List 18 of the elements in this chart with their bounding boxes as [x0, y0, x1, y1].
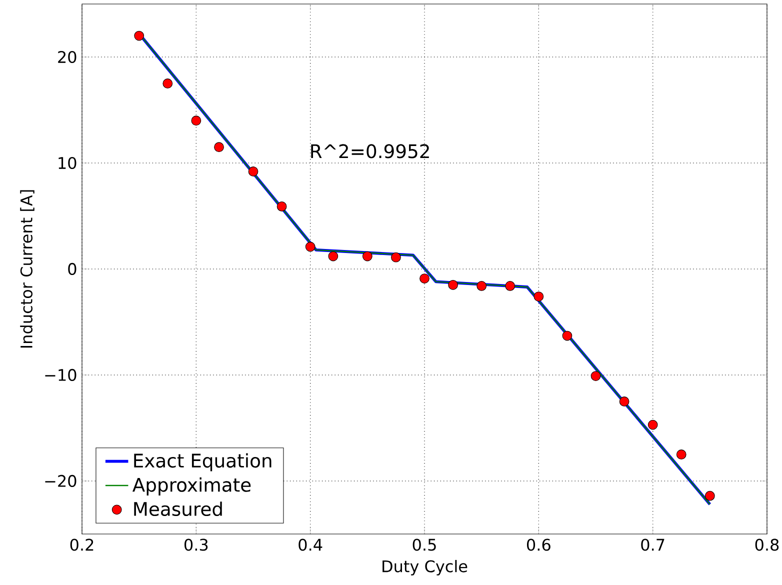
legend-label: Approximate: [132, 477, 251, 496]
y-tick-label: 20: [58, 50, 76, 64]
x-tick-label: 0.5: [412, 538, 436, 551]
y-tick-label: −20: [45, 474, 76, 488]
x-tick-label: 0.7: [641, 538, 664, 551]
x-tick-label: 0.8: [755, 538, 779, 551]
legend-label: Exact Equation: [134, 453, 272, 472]
y-axis-title: Inductor Current [A]: [20, 190, 34, 348]
annotation: R^2=0.9952: [311, 144, 429, 158]
y-tick-label: −10: [45, 368, 76, 382]
y-tick-label: 10: [58, 156, 76, 170]
x-tick-label: 0.6: [526, 538, 550, 551]
y-tick-label: 0: [68, 262, 76, 276]
legend-label: Measured: [134, 502, 222, 516]
x-tick-label: 0.4: [298, 538, 322, 551]
x-tick-label: 0.3: [184, 538, 208, 551]
x-axis-title: Duty Cycle: [382, 560, 468, 576]
x-tick-label: 0.2: [70, 538, 94, 551]
